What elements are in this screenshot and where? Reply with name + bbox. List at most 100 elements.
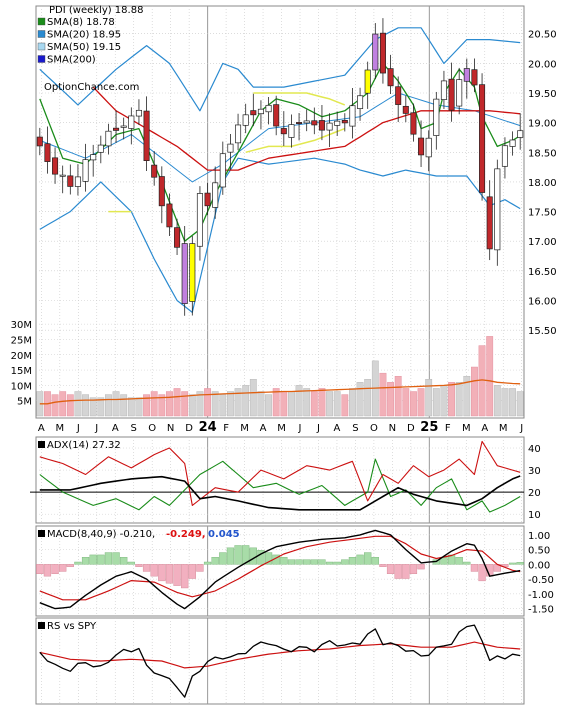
macd-histogram-bar [325,561,334,565]
macd-title: MACD(8,40,9) -0.210, [47,529,155,540]
macd-histogram-bar [341,559,349,565]
volume-bar [448,382,455,417]
macd-histogram-bar [234,545,242,565]
macd-histogram-bar [112,552,120,565]
volume-bar [425,379,433,417]
volume-tick-label: 30M [11,320,32,331]
adx-title: ADX(14) 27.32 [47,440,121,451]
volume-bar [417,388,425,417]
legend-swatch [37,42,46,51]
macd-histogram-bar [196,564,204,572]
legend-entry: SMA(50) 19.15 [47,42,121,53]
volume-bar [310,391,318,417]
minus-di-line [39,440,521,506]
macd-histogram-bar [173,564,181,586]
volume-bar [196,391,204,417]
price-candle [318,120,325,131]
macd-histogram-bar [402,564,410,579]
volume-bar [242,385,250,417]
price-tick-label: 15.50 [528,326,557,337]
macd-histogram-bar [165,564,174,584]
price-candle [166,203,173,228]
macd-histogram-bar [249,547,257,565]
legend-entry: SMA(20) 18.95 [47,30,121,41]
adx-tick-label: 10 [528,510,541,521]
price-candle [242,114,249,126]
volume-bar [105,394,112,417]
macd-histogram-bar [104,552,113,565]
rs-panel-frame [35,617,525,705]
macd-histogram-bar [409,564,418,575]
macd-histogram-bar [295,559,303,565]
macd-histogram-bar [127,561,135,565]
month-axis-label: A [481,423,488,434]
volume-bar [158,394,166,417]
price-candle [52,157,59,175]
macd-histogram-bar [303,559,311,565]
price-candle [273,104,280,127]
volume-bar [387,382,394,417]
month-axis-label: J [94,423,98,434]
price-candle [418,137,425,156]
legend-swatch [37,55,46,63]
price-candle [326,122,333,131]
price-panel-frame [35,5,525,419]
volume-bar [59,391,67,417]
macd-histogram-bar [478,564,486,582]
adx-legend-swatch [38,441,45,448]
price-candle [479,84,486,193]
macd-histogram-bar [364,552,372,565]
macd-histogram-bar [142,564,151,572]
volume-average-line [39,379,521,405]
price-tick-label: 17.00 [528,237,557,248]
volume-bar [333,391,341,417]
adx-tick-label: 30 [528,466,541,477]
adx-line [39,475,521,511]
price-tick-label: 18.50 [528,148,557,159]
volume-bar [509,388,516,417]
macd-histogram-bar [516,562,524,565]
month-axis-label: J [519,423,523,434]
macd-tick-label: 0.50 [528,546,550,557]
volume-bar [82,394,89,417]
macd-histogram-bar [264,552,273,565]
price-candle [494,168,501,251]
macd-histogram-bar [203,561,212,565]
macd-histogram-bar [211,557,219,565]
macd-histogram-bar [89,554,97,565]
price-candle [471,69,478,86]
volume-tick-label: 20M [11,351,32,362]
price-candle [59,174,66,177]
volume-bar [379,372,387,417]
macd-histogram-bar [51,564,59,575]
legend-entry: SMA(8) 18.78 [47,17,115,28]
price-candle [456,79,463,107]
volume-bar [74,391,82,417]
macd-histogram-bar [36,564,44,575]
volume-bar [89,397,97,417]
price-candle [303,120,310,124]
volume-bar [257,391,265,417]
price-candle [341,120,348,124]
price-candle [280,128,287,135]
macd-histogram-bar [310,559,318,565]
price-candle [296,122,303,124]
macd-histogram-bar [181,564,189,589]
macd-histogram-bar [135,564,143,567]
month-axis-label: J [298,423,302,434]
price-candle [105,130,112,147]
volume-bar [501,388,509,417]
price-tick-label: 19.50 [528,89,557,100]
volume-bar [166,391,173,417]
volume-tick-label: 25M [11,335,32,346]
price-candle [235,124,242,144]
month-axis-label: M [277,423,286,434]
price-candle [227,143,234,153]
price-candle [250,110,257,116]
price-candle [128,115,135,129]
legend-swatch [37,17,46,26]
macd-tick-label: 1.00 [528,531,550,542]
volume-bar [181,391,189,417]
price-candle [143,110,150,162]
